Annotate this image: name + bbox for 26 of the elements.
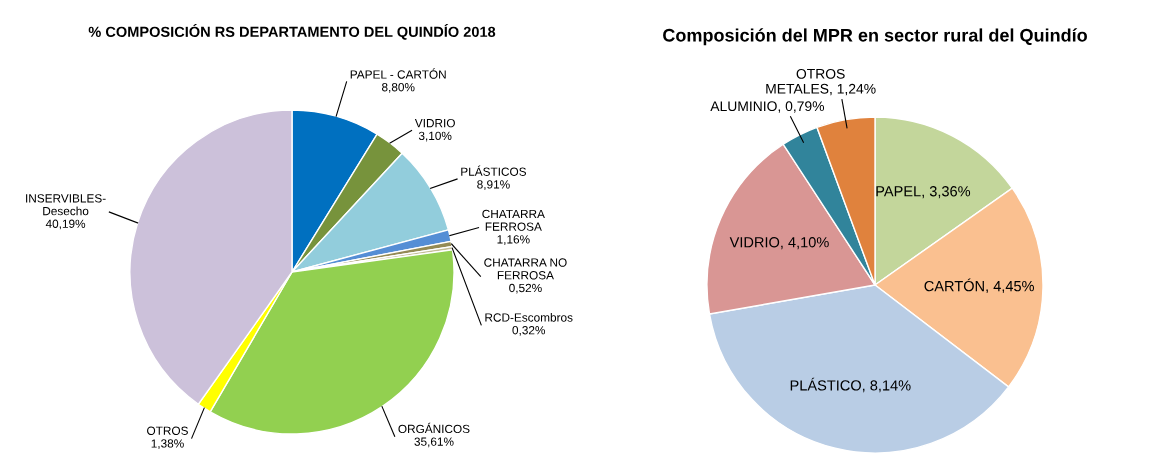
data-label: 8,91% — [477, 180, 510, 190]
slice-label: ALUMINIO, 0,79% — [710, 101, 825, 113]
data-label: 1,16% — [497, 235, 530, 245]
slice-label: RCD-Escombros — [485, 313, 573, 322]
data-label: 35,61% — [414, 437, 454, 448]
data-label: 1,38% — [151, 439, 184, 450]
slice-label: VIDRIO, 4,10% — [729, 237, 829, 250]
slice-label: OTROS METALES, 1,24% — [766, 68, 876, 96]
data-label: 8,80% — [381, 83, 415, 93]
data-label: 0,52% — [509, 283, 542, 294]
chart-title: % COMPOSICIÓN RS DEPARTAMENTO DEL QUINDÍO 2018 — [88, 23, 496, 40]
slice-label: CHATARRA NO FERROSA — [484, 258, 567, 280]
slice-label: PLÁSTICOS — [461, 165, 527, 176]
slice-label: OTROS — [147, 426, 188, 435]
slice-label: PAPEL, 3,36% — [876, 186, 971, 199]
slice-label: CHATARRA FERROSA — [482, 209, 545, 231]
slice-label: INSERVIBLES- Desecho — [26, 194, 106, 216]
data-label: 0,32% — [512, 326, 546, 336]
slice-label: PAPEL - CARTÓN — [350, 68, 446, 79]
data-label: 3,10% — [418, 131, 452, 142]
slice-label: PLÁSTICO, 8,14% — [790, 377, 911, 393]
data-label: 40,19% — [45, 219, 86, 230]
slice-label: VIDRIO — [414, 118, 455, 128]
slice-label: ORGÁNICOS — [398, 422, 470, 434]
chart-title: Composición del MPR en sector rural del Quindío — [663, 28, 1087, 46]
slice-label: CARTÓN, 4,45% — [924, 278, 1035, 294]
